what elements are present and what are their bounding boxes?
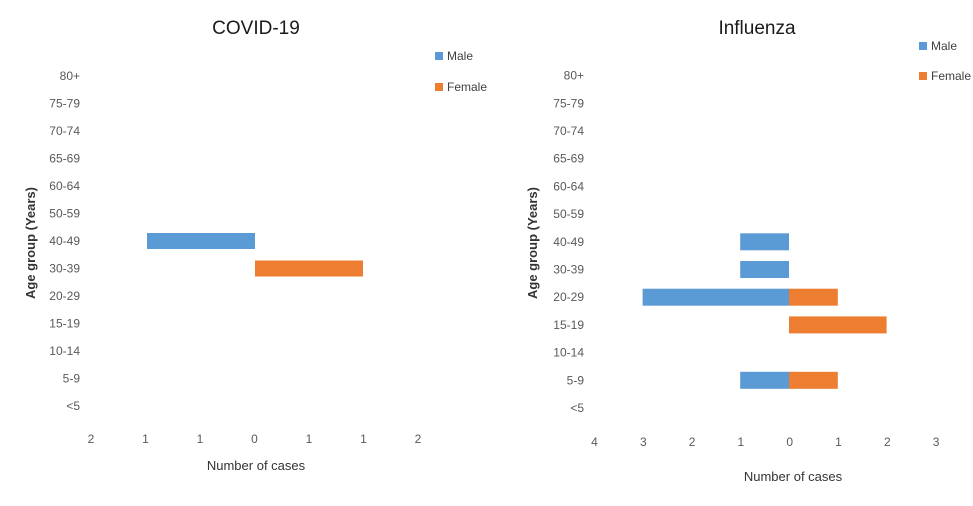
category-label: 80+ — [564, 69, 584, 83]
x-tick-label: 1 — [835, 435, 842, 449]
category-label: <5 — [66, 399, 80, 413]
category-label: 80+ — [60, 69, 80, 83]
legend-label-male: Male — [447, 49, 473, 63]
influenza-chart: Influenza Age group (Years) Number of ca… — [525, 18, 971, 484]
category-label: 40-49 — [553, 235, 584, 249]
legend: Male Female — [435, 49, 487, 94]
category-label: 40-49 — [49, 234, 80, 248]
chart-title: COVID-19 — [212, 18, 300, 39]
category-label: 70-74 — [553, 124, 584, 138]
x-tick-label: 0 — [786, 435, 793, 449]
legend: Male Female — [919, 39, 971, 83]
x-tick-label: 1 — [360, 432, 367, 446]
category-label: 60-64 — [49, 179, 80, 193]
y-axis-label: Age group (Years) — [525, 187, 540, 299]
category-label: <5 — [570, 401, 584, 415]
x-tick-label: 1 — [142, 432, 149, 446]
category-label: 10-14 — [553, 346, 584, 360]
category-label: 70-74 — [49, 124, 80, 138]
bar-female-5-9 — [789, 371, 838, 389]
x-tick-label: 1 — [197, 432, 204, 446]
legend-swatch-female — [435, 83, 443, 91]
category-label: 15-19 — [553, 318, 584, 332]
x-tick-label: 2 — [884, 435, 891, 449]
x-tick-labels: 4 3 2 1 0 1 2 3 — [591, 435, 940, 449]
x-tick-label: 1 — [306, 432, 313, 446]
bar-male-5-9 — [740, 371, 789, 389]
category-label: 15-19 — [49, 317, 80, 331]
legend-label-female: Female — [447, 80, 487, 94]
x-tick-label: 3 — [933, 435, 940, 449]
legend-swatch-male — [919, 42, 927, 50]
category-label: 65-69 — [49, 152, 80, 166]
covid-chart: COVID-19 Age group (Years) Number of cas… — [23, 18, 487, 473]
category-label: 5-9 — [63, 372, 81, 386]
bar-male-30-39 — [740, 261, 789, 278]
chart-title: Influenza — [718, 18, 796, 39]
legend-swatch-male — [435, 52, 443, 60]
bar-female-15-19 — [789, 316, 887, 334]
category-label: 60-64 — [553, 179, 584, 193]
bars — [642, 233, 887, 389]
category-label: 20-29 — [49, 289, 80, 303]
x-axis-label: Number of cases — [744, 469, 843, 484]
category-label: 30-39 — [553, 263, 584, 277]
bar-male-40-49 — [740, 233, 789, 251]
category-labels: <5 5-9 10-14 15-19 20-29 30-39 40-49 50-59 60-64… — [553, 69, 584, 415]
bar-female-20-29 — [789, 288, 838, 306]
x-tick-label: 2 — [415, 432, 422, 446]
category-label: 5-9 — [567, 373, 585, 387]
x-tick-label: 3 — [640, 435, 647, 449]
x-tick-labels: 2 1 1 0 1 1 2 — [88, 432, 422, 446]
category-label: 75-79 — [553, 96, 584, 110]
x-tick-label: 2 — [689, 435, 696, 449]
legend-label-female: Female — [931, 69, 971, 83]
category-label: 30-39 — [49, 262, 80, 276]
category-labels: <5 5-9 10-14 15-19 20-29 30-39 40-49 50-59 60-64… — [49, 69, 80, 413]
y-axis-label: Age group (Years) — [23, 187, 38, 299]
bar-male-20-29 — [642, 288, 789, 306]
category-label: 10-14 — [49, 344, 80, 358]
x-tick-label: 4 — [591, 435, 598, 449]
category-label: 50-59 — [553, 207, 584, 221]
legend-label-male: Male — [931, 39, 957, 53]
bar-male-40-49 — [147, 233, 255, 249]
x-axis-label: Number of cases — [207, 458, 306, 473]
category-label: 75-79 — [49, 97, 80, 111]
x-tick-label: 1 — [738, 435, 745, 449]
bar-female-30-39 — [255, 260, 363, 277]
x-tick-label: 0 — [251, 432, 258, 446]
category-label: 65-69 — [553, 152, 584, 166]
category-label: 50-59 — [49, 207, 80, 221]
bars — [147, 233, 363, 277]
category-label: 20-29 — [553, 290, 584, 304]
x-tick-label: 2 — [88, 432, 95, 446]
legend-swatch-female — [919, 72, 927, 80]
